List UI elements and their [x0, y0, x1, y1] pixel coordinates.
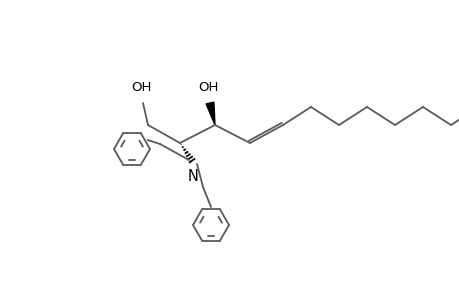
Polygon shape [206, 102, 214, 125]
Text: OH: OH [130, 81, 151, 94]
Text: N: N [187, 169, 198, 184]
Text: OH: OH [197, 81, 218, 94]
